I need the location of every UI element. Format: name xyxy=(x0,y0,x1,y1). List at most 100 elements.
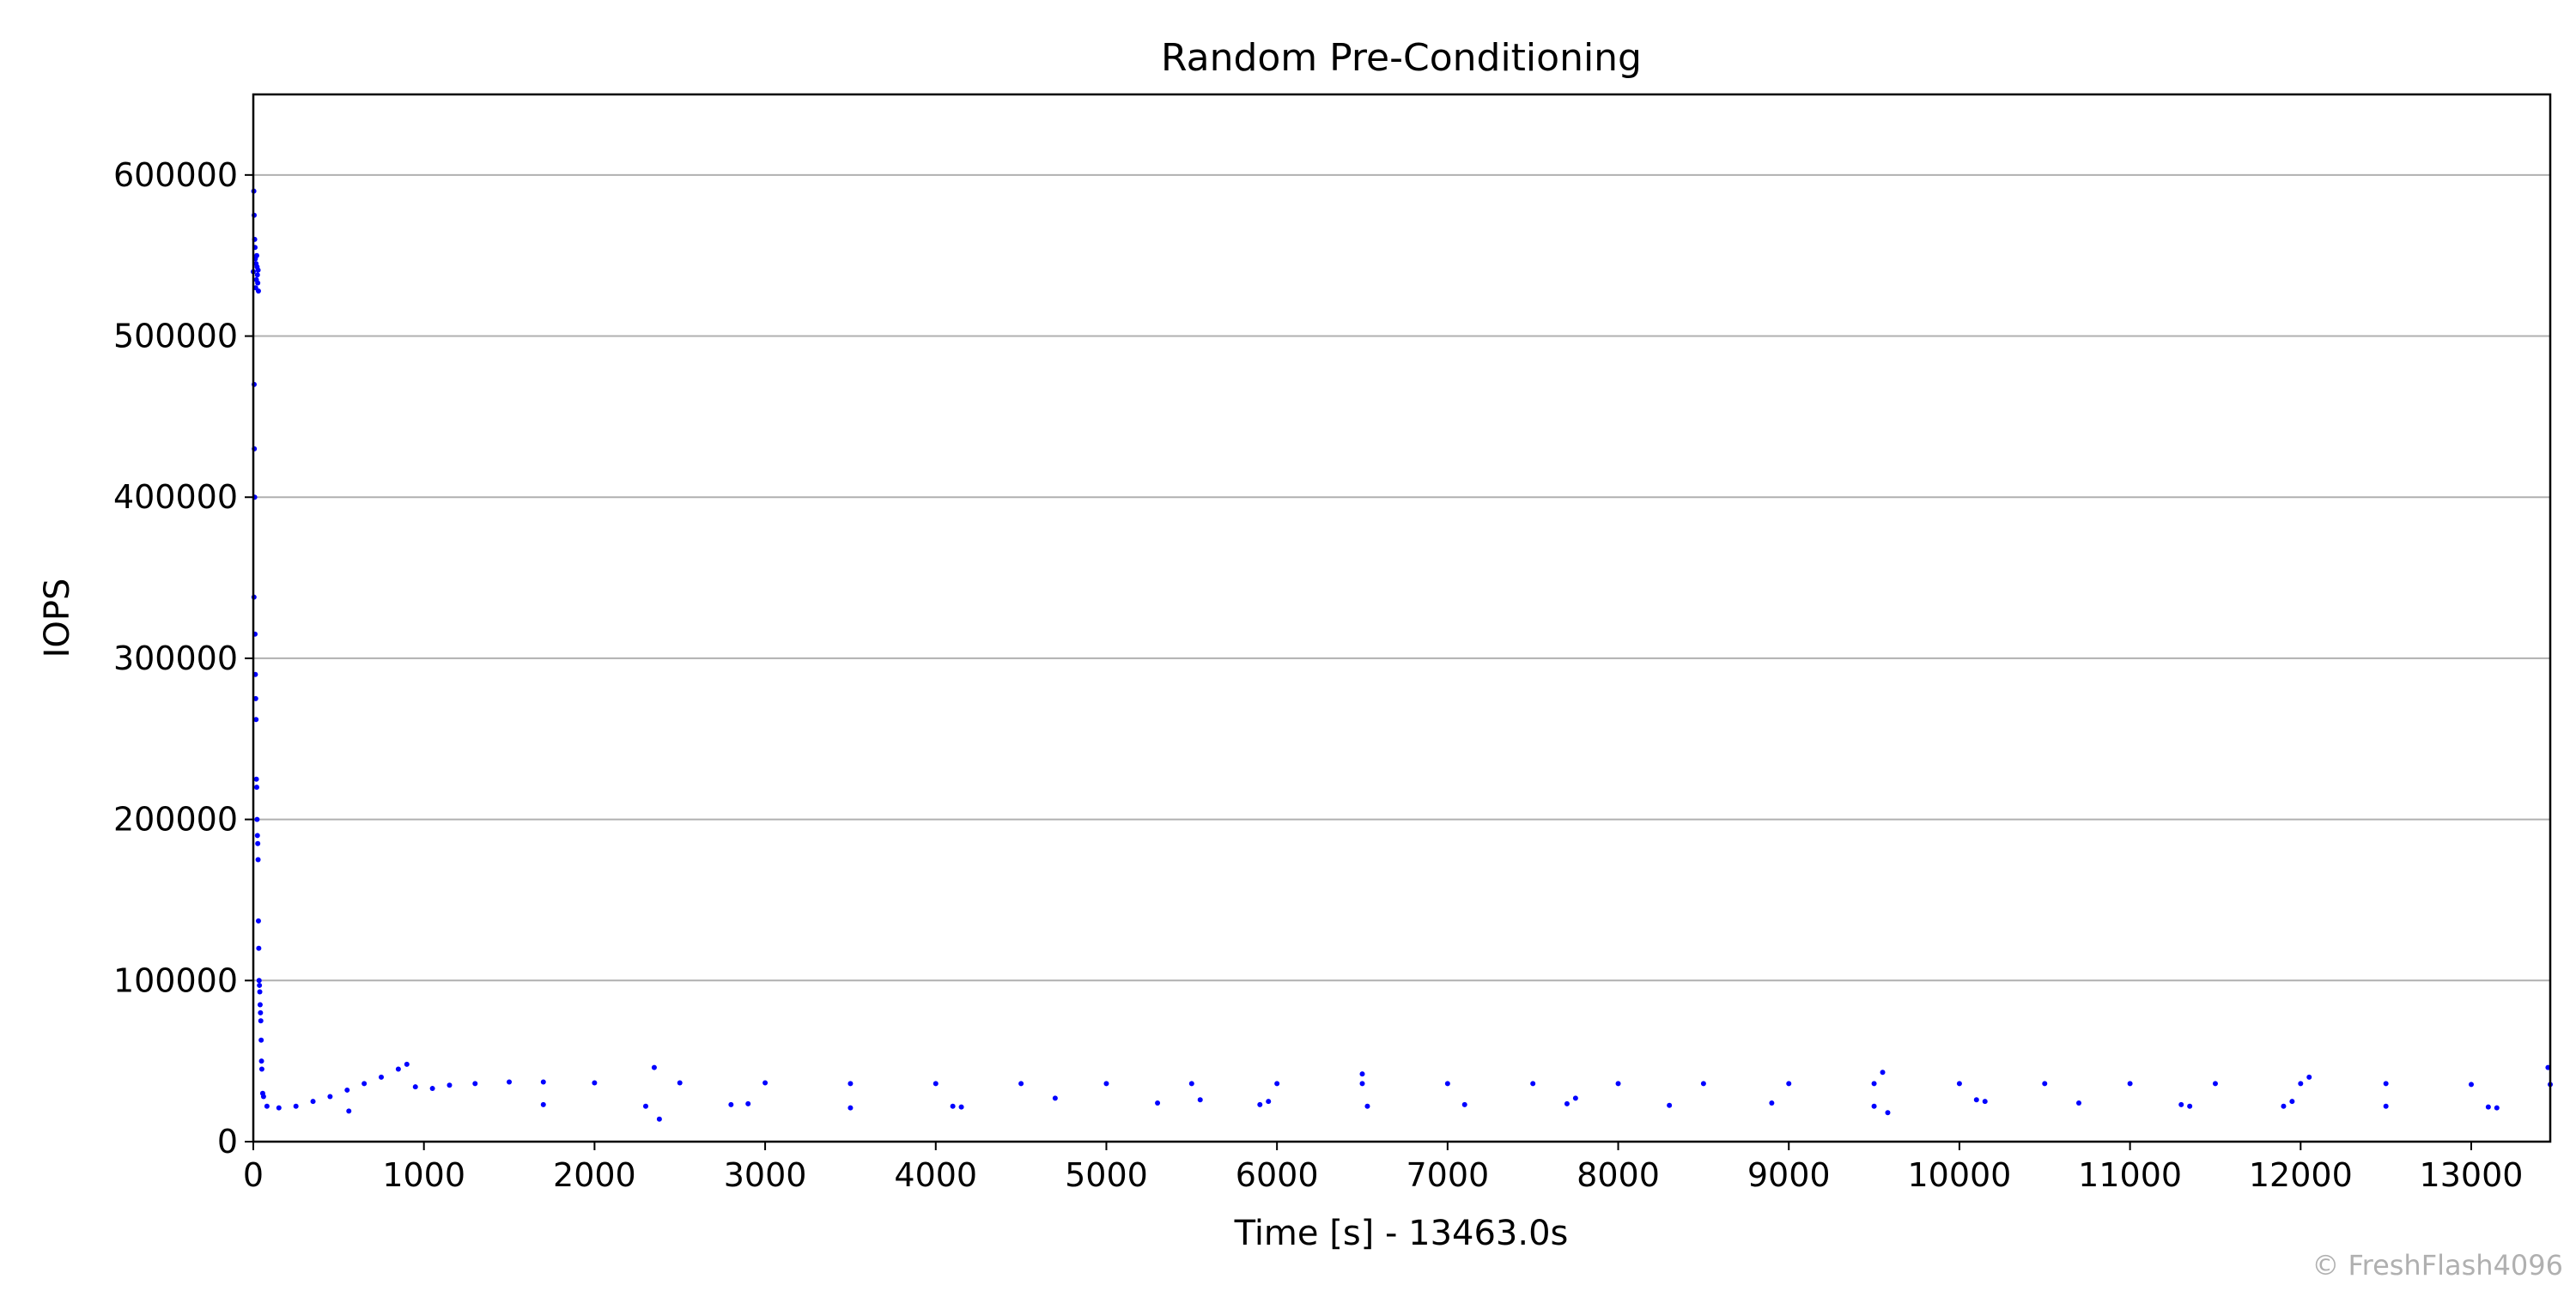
data-point xyxy=(1103,1081,1109,1087)
data-point xyxy=(2127,1081,2133,1087)
y-tick-label: 100000 xyxy=(113,961,238,999)
data-point xyxy=(1982,1099,1988,1105)
data-point xyxy=(1188,1081,1194,1087)
x-tick-label: 7000 xyxy=(1406,1156,1489,1194)
data-point xyxy=(540,1101,546,1107)
points-layer xyxy=(251,188,2553,1122)
data-point xyxy=(447,1082,453,1088)
data-point xyxy=(255,280,261,286)
data-point xyxy=(1786,1081,1792,1087)
y-axis-ticks: 0 100000 200000 300000 400000 500000 600000 xyxy=(113,156,253,1161)
data-point xyxy=(258,1009,264,1015)
x-axis-label: Time [s] - 13463.0s xyxy=(1234,1214,1569,1253)
data-point xyxy=(404,1061,410,1067)
data-point xyxy=(1257,1101,1263,1107)
data-point xyxy=(1444,1081,1450,1087)
data-point xyxy=(1700,1081,1706,1087)
data-point xyxy=(1572,1095,1578,1101)
data-point xyxy=(745,1100,751,1106)
data-point xyxy=(2383,1103,2389,1109)
data-point xyxy=(2076,1100,2082,1106)
data-point xyxy=(848,1081,854,1087)
data-point xyxy=(1364,1103,1370,1109)
data-point xyxy=(2178,1101,2184,1107)
data-point xyxy=(1155,1100,1161,1106)
data-point xyxy=(361,1081,368,1087)
x-tick-label: 5000 xyxy=(1065,1156,1148,1194)
data-point xyxy=(255,267,261,273)
x-tick-label: 8000 xyxy=(1577,1156,1660,1194)
data-point xyxy=(1274,1081,1280,1087)
data-point xyxy=(2042,1081,2048,1087)
data-point xyxy=(1769,1100,1775,1106)
data-point xyxy=(592,1080,598,1086)
data-point xyxy=(1052,1095,1058,1101)
x-tick-label: 4000 xyxy=(894,1156,977,1194)
y-tick-label: 300000 xyxy=(113,639,238,677)
data-point xyxy=(258,1037,264,1043)
data-point xyxy=(253,252,259,258)
data-point xyxy=(1871,1081,1877,1087)
data-point xyxy=(412,1084,418,1090)
data-point xyxy=(255,918,261,924)
data-point xyxy=(2494,1105,2500,1111)
data-point xyxy=(264,1103,270,1109)
data-point xyxy=(260,1094,266,1100)
data-point xyxy=(346,1108,352,1114)
data-point xyxy=(1197,1097,1203,1103)
data-point xyxy=(252,695,258,701)
data-point xyxy=(472,1081,478,1087)
data-point xyxy=(395,1066,401,1072)
y-tick-label: 0 xyxy=(217,1123,238,1161)
data-point xyxy=(2281,1103,2287,1109)
data-point xyxy=(255,840,261,846)
data-point xyxy=(429,1086,435,1092)
x-tick-label: 13000 xyxy=(2420,1156,2524,1194)
x-tick-label: 1000 xyxy=(382,1156,465,1194)
data-point xyxy=(1885,1110,1891,1116)
data-point xyxy=(293,1103,299,1109)
y-tick-label: 500000 xyxy=(113,318,238,355)
data-point xyxy=(256,978,262,984)
data-point xyxy=(1530,1081,1536,1087)
y-tick-label: 200000 xyxy=(113,801,238,839)
data-point xyxy=(677,1080,683,1086)
data-point xyxy=(933,1081,939,1087)
data-point xyxy=(651,1064,657,1070)
data-point xyxy=(1461,1101,1467,1107)
x-tick-label: 0 xyxy=(243,1156,264,1194)
data-point xyxy=(258,1066,264,1072)
grid-layer xyxy=(253,173,2550,982)
data-point xyxy=(950,1103,956,1109)
data-point xyxy=(762,1080,769,1086)
data-point xyxy=(255,857,261,863)
data-point xyxy=(1880,1070,1886,1076)
data-point xyxy=(656,1116,662,1122)
data-point xyxy=(254,833,260,839)
data-point xyxy=(2212,1081,2218,1087)
data-point xyxy=(1871,1103,1877,1109)
data-point xyxy=(2298,1081,2304,1087)
data-point xyxy=(257,1002,263,1008)
data-point xyxy=(257,982,263,988)
data-point xyxy=(254,816,260,822)
data-point xyxy=(258,1018,264,1024)
data-point xyxy=(1973,1097,1979,1103)
x-axis-ticks: 0 1000 2000 3000 4000 5000 6000 7000 8000 9000 100… xyxy=(243,1142,2524,1194)
data-point xyxy=(255,288,261,294)
y-axis-label: IOPS xyxy=(38,579,77,658)
y-tick-label: 600000 xyxy=(113,156,238,194)
data-point xyxy=(958,1104,964,1110)
plot-frame xyxy=(252,93,2552,1143)
data-point xyxy=(1359,1081,1365,1087)
x-tick-label: 6000 xyxy=(1236,1156,1319,1194)
data-point xyxy=(2187,1103,2193,1109)
data-point xyxy=(2469,1082,2475,1088)
data-point xyxy=(2485,1104,2491,1110)
data-point xyxy=(276,1105,282,1111)
data-point xyxy=(327,1094,333,1100)
data-point xyxy=(258,1058,264,1064)
data-point xyxy=(507,1079,513,1085)
